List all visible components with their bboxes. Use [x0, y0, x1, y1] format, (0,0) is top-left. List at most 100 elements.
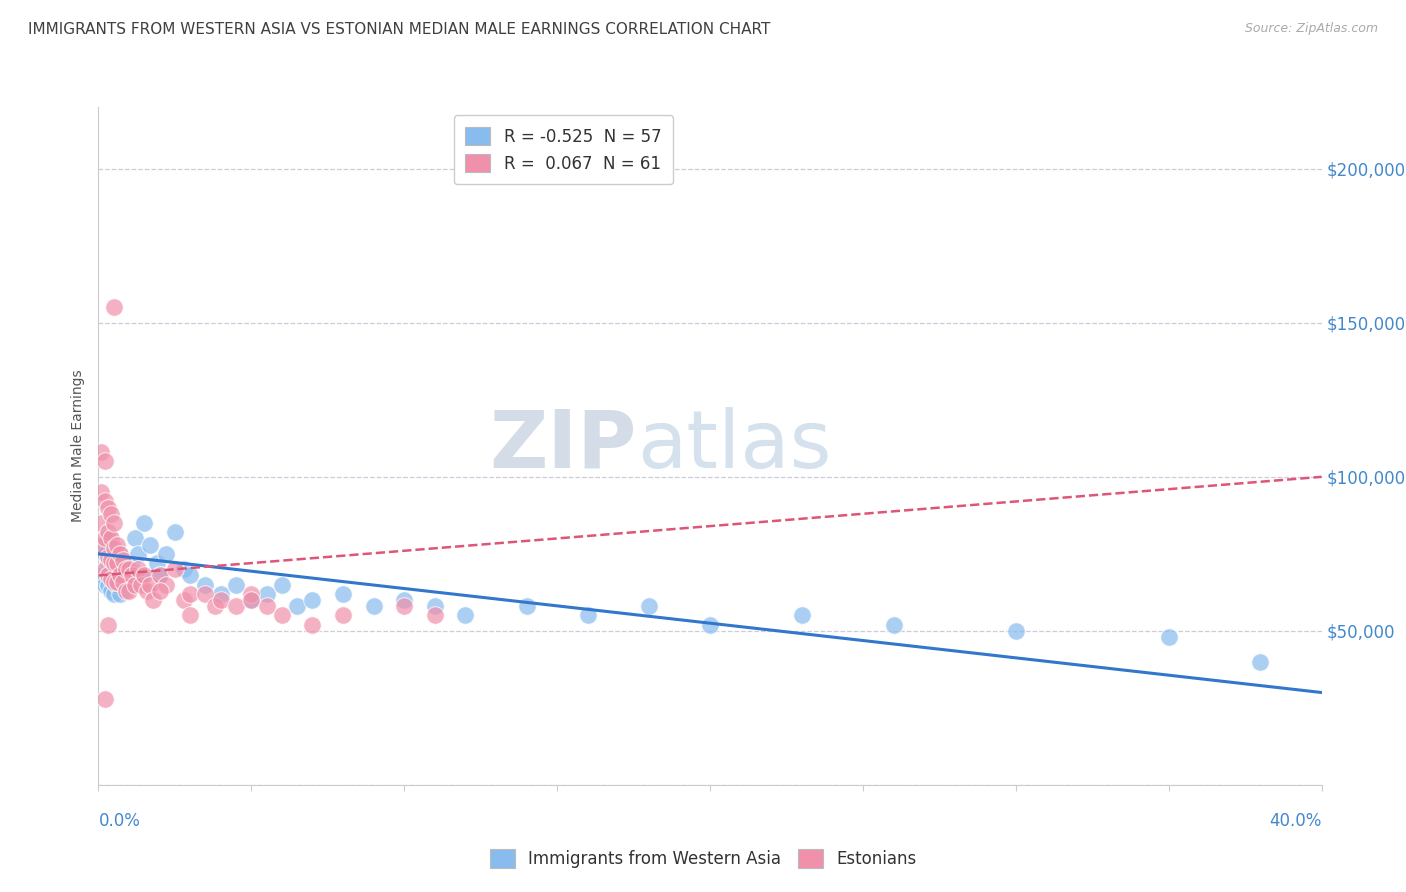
- Point: [97, 556, 120, 570]
- Point: [97, 500, 120, 515]
- Point: [155, 577, 177, 591]
- Point: [93, 494, 115, 508]
- Point: [204, 599, 226, 614]
- Point: [103, 568, 125, 582]
- Point: [90, 538, 112, 552]
- Point: [240, 587, 263, 601]
- Point: [179, 568, 201, 582]
- Text: atlas: atlas: [637, 407, 831, 485]
- Point: [163, 525, 186, 540]
- Point: [392, 599, 416, 614]
- Point: [1249, 655, 1271, 669]
- Point: [118, 583, 141, 598]
- Point: [100, 507, 122, 521]
- Legend: Immigrants from Western Asia, Estonians: Immigrants from Western Asia, Estonians: [484, 843, 922, 875]
- Point: [100, 572, 122, 586]
- Point: [240, 593, 263, 607]
- Point: [93, 691, 115, 706]
- Point: [332, 587, 354, 601]
- Point: [105, 556, 128, 570]
- Point: [301, 617, 323, 632]
- Point: [173, 593, 195, 607]
- Point: [108, 568, 131, 582]
- Point: [97, 525, 120, 540]
- Point: [225, 577, 247, 591]
- Point: [129, 568, 152, 582]
- Point: [97, 532, 120, 546]
- Point: [90, 538, 112, 552]
- Point: [118, 556, 141, 570]
- Point: [363, 599, 385, 614]
- Point: [270, 577, 292, 591]
- Point: [103, 574, 125, 589]
- Legend: R = -0.525  N = 57, R =  0.067  N = 61: R = -0.525 N = 57, R = 0.067 N = 61: [454, 115, 673, 185]
- Point: [118, 562, 141, 576]
- Point: [105, 538, 128, 552]
- Point: [121, 568, 143, 582]
- Text: IMMIGRANTS FROM WESTERN ASIA VS ESTONIAN MEDIAN MALE EARNINGS CORRELATION CHART: IMMIGRANTS FROM WESTERN ASIA VS ESTONIAN…: [28, 22, 770, 37]
- Point: [97, 617, 120, 632]
- Point: [209, 587, 232, 601]
- Point: [115, 583, 138, 598]
- Point: [1157, 630, 1180, 644]
- Text: 40.0%: 40.0%: [1270, 812, 1322, 830]
- Point: [149, 583, 172, 598]
- Point: [93, 454, 115, 468]
- Point: [103, 547, 125, 561]
- Point: [194, 587, 217, 601]
- Point: [100, 553, 122, 567]
- Point: [332, 608, 354, 623]
- Point: [100, 532, 122, 546]
- Point: [127, 547, 149, 561]
- Point: [454, 608, 477, 623]
- Point: [105, 577, 128, 591]
- Point: [90, 485, 112, 500]
- Point: [108, 547, 131, 561]
- Point: [124, 577, 146, 591]
- Point: [423, 599, 446, 614]
- Point: [93, 577, 115, 591]
- Text: 0.0%: 0.0%: [98, 812, 141, 830]
- Point: [883, 617, 905, 632]
- Point: [139, 577, 162, 591]
- Point: [136, 583, 159, 598]
- Point: [129, 577, 152, 591]
- Point: [103, 587, 125, 601]
- Point: [149, 568, 172, 582]
- Point: [90, 516, 112, 530]
- Point: [173, 562, 195, 576]
- Point: [134, 568, 156, 582]
- Point: [270, 608, 292, 623]
- Point: [301, 593, 323, 607]
- Text: ZIP: ZIP: [489, 407, 637, 485]
- Y-axis label: Median Male Earnings: Median Male Earnings: [70, 369, 84, 523]
- Point: [124, 532, 146, 546]
- Point: [118, 577, 141, 591]
- Point: [256, 587, 278, 601]
- Text: Source: ZipAtlas.com: Source: ZipAtlas.com: [1244, 22, 1378, 36]
- Point: [637, 599, 661, 614]
- Point: [115, 562, 138, 576]
- Point: [145, 556, 167, 570]
- Point: [149, 568, 172, 582]
- Point: [209, 593, 232, 607]
- Point: [134, 516, 156, 530]
- Point: [194, 577, 217, 591]
- Point: [108, 547, 131, 561]
- Point: [103, 301, 125, 315]
- Point: [93, 562, 115, 576]
- Point: [111, 562, 134, 576]
- Point: [392, 593, 416, 607]
- Point: [108, 568, 131, 582]
- Point: [115, 553, 138, 567]
- Point: [699, 617, 721, 632]
- Point: [139, 538, 162, 552]
- Point: [285, 599, 308, 614]
- Point: [90, 568, 112, 582]
- Point: [93, 532, 115, 546]
- Point: [111, 574, 134, 589]
- Point: [179, 608, 201, 623]
- Point: [105, 556, 128, 570]
- Point: [115, 574, 138, 589]
- Point: [516, 599, 538, 614]
